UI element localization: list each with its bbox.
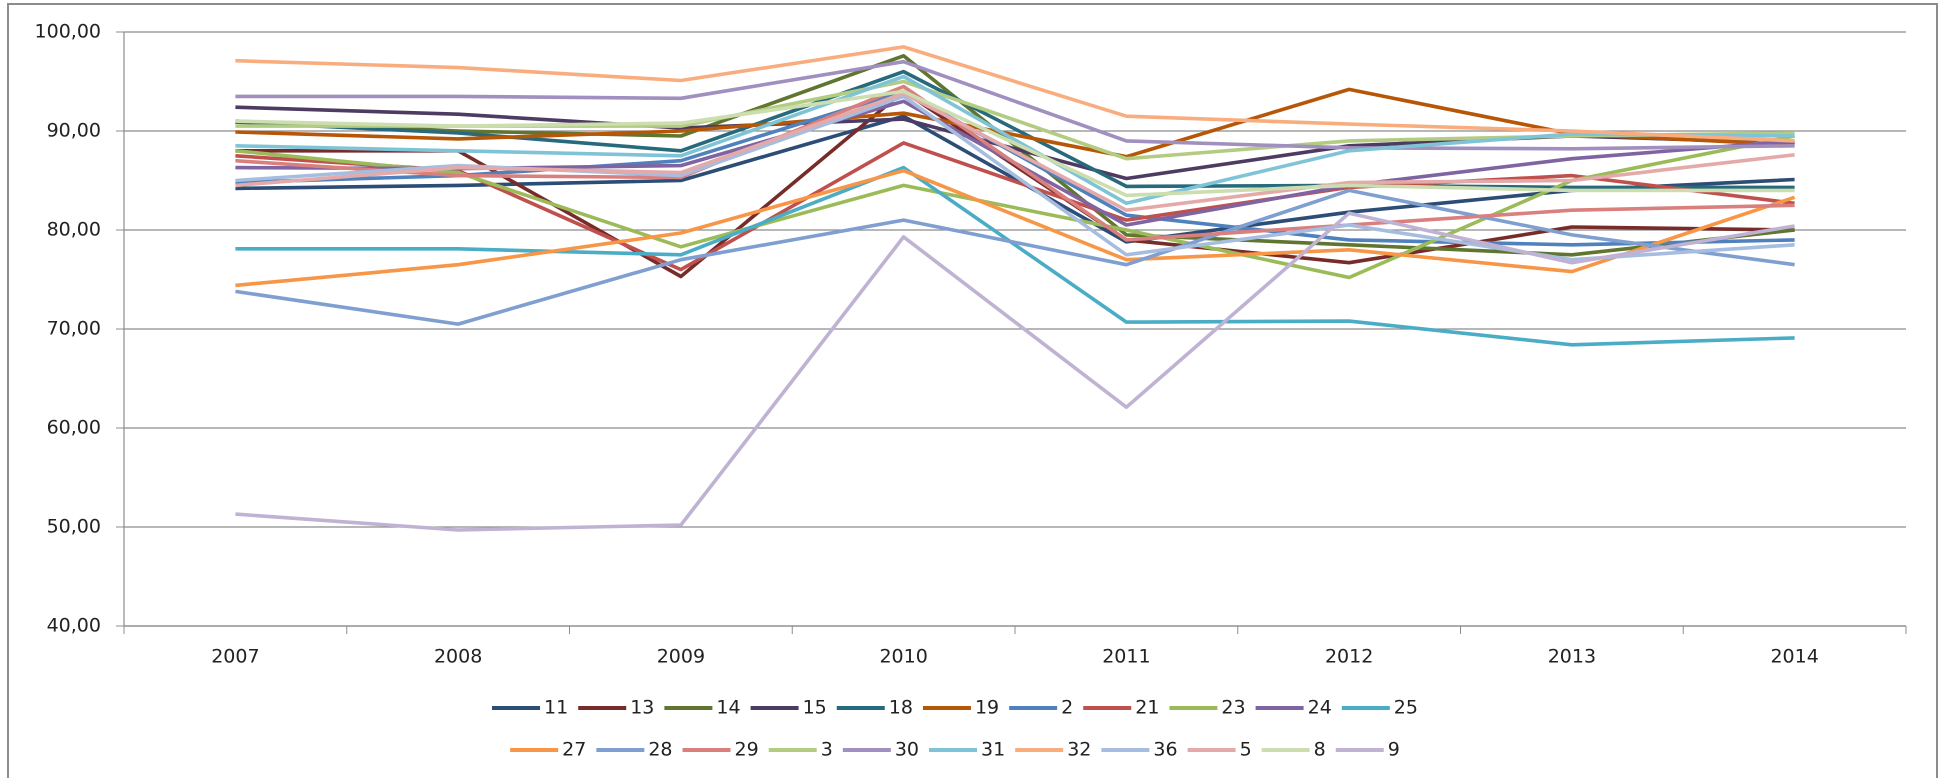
- legend-label: 28: [648, 739, 672, 761]
- series-line: [235, 211, 1795, 532]
- series-line: [235, 141, 1795, 272]
- series-line: [235, 91, 1795, 212]
- legend-label: 31: [981, 739, 1005, 761]
- legend-label: 24: [1308, 697, 1332, 719]
- series-line: [235, 87, 1795, 159]
- legend-label: 2: [1061, 697, 1073, 719]
- chart-frame: [7, 3, 1938, 778]
- series-line: [235, 84, 1795, 242]
- legend-label: 11: [544, 697, 568, 719]
- legend-label: 36: [1153, 739, 1177, 761]
- y-tick-label: 40,00: [47, 615, 101, 637]
- x-tick-label: 2012: [1325, 646, 1373, 668]
- y-tick-label: 60,00: [47, 417, 101, 439]
- x-tick-label: 2013: [1548, 646, 1596, 668]
- legend-label: 9: [1388, 739, 1400, 761]
- legend-label: 30: [895, 739, 919, 761]
- y-tick-label: 100,00: [35, 21, 101, 43]
- series-line: [235, 45, 1795, 143]
- x-tick-label: 2008: [434, 646, 482, 668]
- legend-label: 18: [889, 697, 913, 719]
- series-line: [235, 74, 1795, 206]
- legend-label: 25: [1394, 697, 1418, 719]
- legend-label: 8: [1314, 739, 1326, 761]
- series-line: [235, 89, 1795, 198]
- x-tick-label: 2010: [879, 646, 927, 668]
- series-line: [235, 165, 1795, 347]
- y-tick-label: 90,00: [47, 120, 101, 142]
- legend-label: 5: [1240, 739, 1252, 761]
- x-tick-label: 2009: [657, 646, 705, 668]
- x-tick-label: 2011: [1102, 646, 1150, 668]
- x-tick-label: 2007: [211, 646, 259, 668]
- y-tick-label: 50,00: [47, 516, 101, 538]
- series-line: [235, 59, 1795, 151]
- series-line: [235, 168, 1796, 288]
- series-line: [235, 134, 1795, 280]
- legend-label: 29: [735, 739, 759, 761]
- series-line: [235, 188, 1795, 326]
- x-tick-label: 2014: [1770, 646, 1818, 668]
- legend-label: 27: [562, 739, 586, 761]
- legend-label: 21: [1135, 697, 1159, 719]
- legend-label: 19: [975, 697, 999, 719]
- legend-label: 14: [716, 697, 740, 719]
- legend-label: 32: [1067, 739, 1091, 761]
- legend-label: 3: [821, 739, 833, 761]
- y-tick-label: 80,00: [47, 219, 101, 241]
- y-tick-label: 70,00: [47, 318, 101, 340]
- legend-label: 13: [630, 697, 654, 719]
- legend-label: 15: [803, 697, 827, 719]
- legend-label: 23: [1221, 697, 1245, 719]
